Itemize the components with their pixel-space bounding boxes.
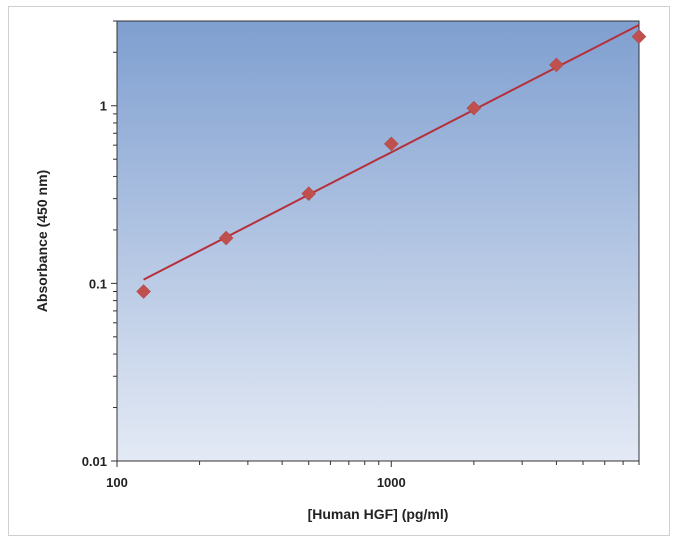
plot-area — [116, 20, 640, 462]
y-axis-title: Absorbance (450 nm) — [34, 170, 50, 312]
data-point — [466, 100, 482, 116]
x-tick-label: 100 — [106, 475, 128, 490]
y-tick-label: 0.1 — [89, 276, 107, 291]
x-tick-label: 1000 — [377, 475, 406, 490]
y-tick-label: 1 — [100, 99, 107, 114]
data-point — [631, 29, 647, 44]
data-point — [383, 136, 399, 152]
chart-frame: 100 1000 0.01 0.1 1 [Human HGF] (pg/ml) Abso… — [8, 6, 670, 536]
y-tick-label: 0.01 — [82, 454, 107, 469]
data-point — [218, 230, 234, 246]
absorbance-chart: 100 1000 0.01 0.1 1 [Human HGF] (pg/ml) Abso… — [34, 20, 647, 522]
x-axis-title: [Human HGF] (pg/ml) — [308, 506, 449, 522]
data-point — [301, 186, 317, 202]
data-point — [136, 284, 151, 299]
data-point — [549, 57, 564, 73]
